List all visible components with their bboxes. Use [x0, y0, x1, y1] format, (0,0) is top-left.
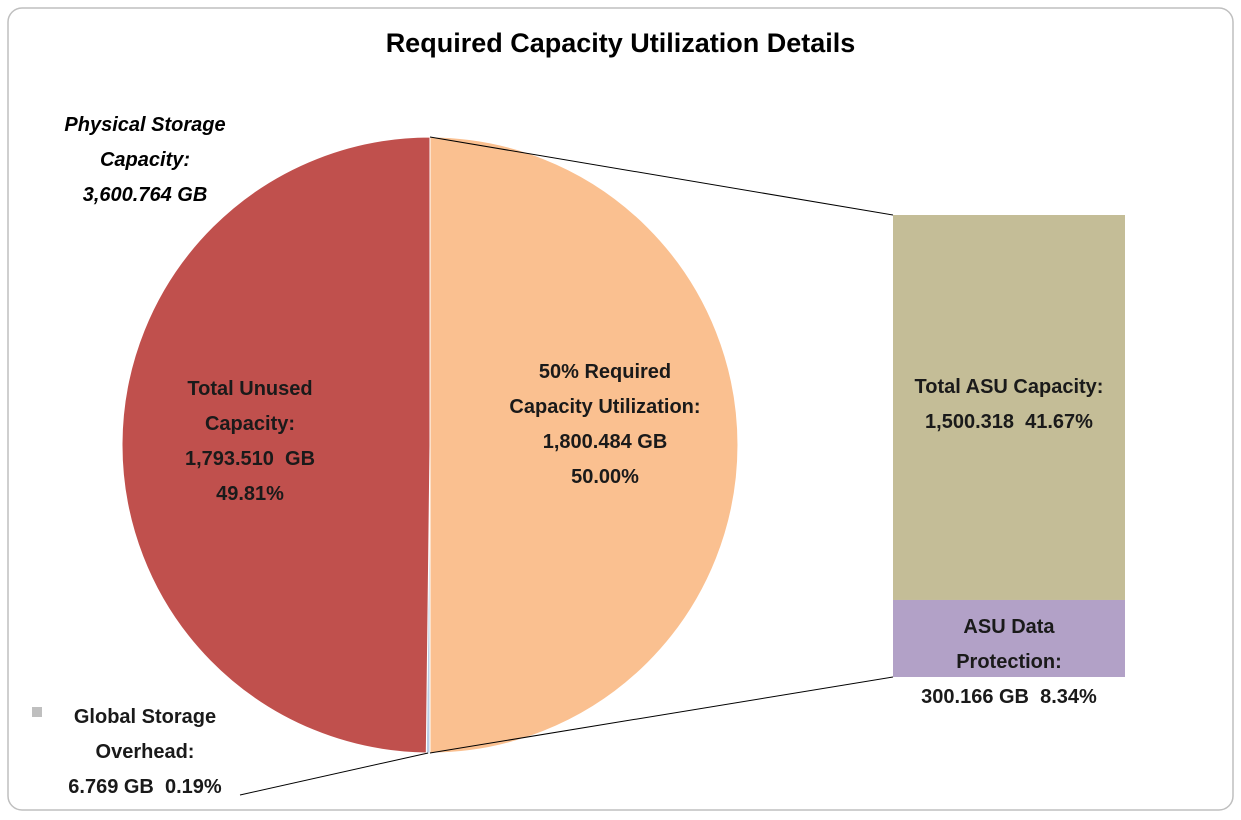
slice-category: Global Storage Overhead: [73, 706, 222, 763]
bar-label: ASU Data Protection: 300.166 GB 8.34% [888, 610, 1130, 715]
slice-value-row: 6.769 GB 0.19% [45, 770, 245, 805]
bar-value-row: 1,500.318 41.67% [888, 405, 1130, 440]
connector-line [429, 676, 894, 754]
total-name: Physical Storage Capacity: [64, 114, 226, 171]
slice-category: 50% Required Capacity Utilization: [509, 361, 701, 418]
bar-category: Total ASU Capacity: [914, 376, 1104, 398]
slice-label: Global Storage Overhead: 6.769 GB 0.19% [45, 700, 245, 805]
pie-slice [429, 136, 739, 754]
chart-title: Required Capacity Utilization Details [385, 28, 856, 58]
slice-percent: 0.19% [165, 776, 222, 798]
leader-line [239, 752, 429, 796]
total-label: Physical Storage Capacity: 3,600.764 GB [20, 108, 270, 213]
slice-value: 6.769 GB [68, 776, 154, 798]
bar-value: 300.166 GB [921, 686, 1029, 708]
slice-category: Total Unused Capacity: [187, 378, 319, 435]
bar-segment [893, 599, 1125, 677]
bar-category: ASU Data Protection: [956, 616, 1062, 673]
slice-label: Total Unused Capacity: 1,793.510 GB 49.81% [150, 372, 350, 512]
bar-label: Total ASU Capacity: 1,500.318 41.67% [888, 370, 1130, 440]
pie-slice [121, 136, 431, 754]
total-value: 3,600.764 GB [82, 184, 208, 206]
connector-line [429, 136, 894, 216]
bar-value-row: 300.166 GB 8.34% [888, 680, 1130, 715]
bar-segment [893, 215, 1125, 600]
slice-percent: 49.81% [216, 483, 284, 505]
bar-percent: 41.67% [1025, 411, 1093, 433]
bar-value: 1,500.318 [925, 411, 1014, 433]
slice-label: 50% Required Capacity Utilization: 1,800.… [505, 355, 705, 495]
slice-percent: 50.00% [571, 466, 639, 488]
bar-percent: 8.34% [1040, 686, 1097, 708]
slice-value: 1,793.510 GB [184, 448, 316, 470]
legend-marker [32, 707, 42, 717]
slice-value: 1,800.484 GB [542, 431, 668, 453]
